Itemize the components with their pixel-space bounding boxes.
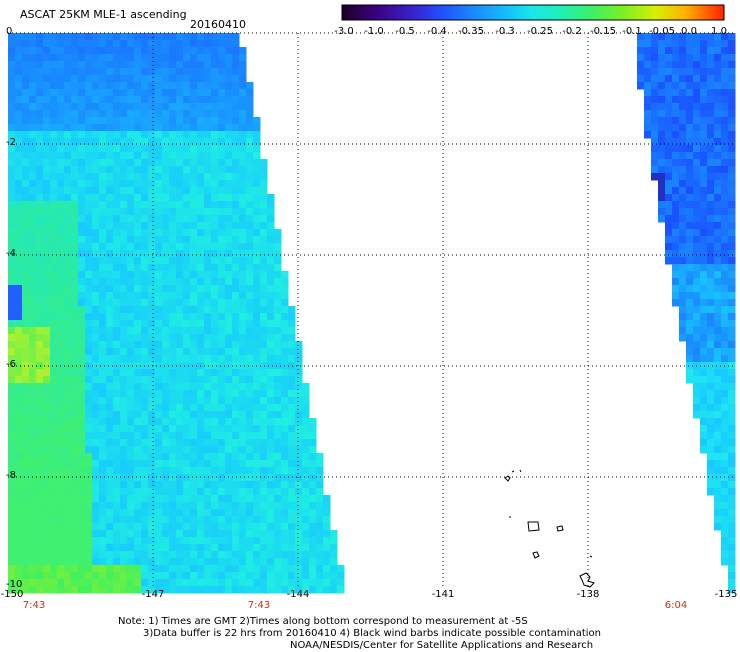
colorbar-tick: -0.4 [427,26,447,37]
colorbar-tick: -0.1 [622,26,642,37]
note-line-1: Note: 1) Times are GMT 2)Times along bot… [118,616,528,627]
colorbar-gradient [341,4,725,21]
colorbar-tick: -1.0 [364,26,384,37]
time-label: 7:43 [22,600,46,611]
x-axis-label: -144 [286,589,310,600]
y-axis-label: -2 [6,137,16,148]
colorbar-tick: -0.2 [562,26,582,37]
map-date: 20160410 [190,18,246,31]
islands [504,469,595,588]
y-axis-label: -8 [6,470,16,481]
colorbar-tick: -0.3 [495,26,515,37]
note-line-3: NOAA/NESDIS/Center for Satellite Applica… [290,640,594,651]
x-axis-label: -150 [0,589,24,600]
time-label: 6:04 [664,600,688,611]
map-title: ASCAT 25KM MLE-1 ascending [20,8,187,21]
colorbar-tick: 0.0 [681,26,697,37]
time-label: 7:43 [247,600,271,611]
colorbar-tick: -0.15 [590,26,616,37]
colorbar-tick: -0.25 [527,26,553,37]
note-line-2: 3)Data buffer is 22 hrs from 20160410 4)… [143,628,601,639]
x-axis-label: -147 [141,589,165,600]
east-swath [637,33,736,594]
y-axis-label: -10 [6,579,23,590]
x-axis-label: -141 [431,589,455,600]
colorbar-tick: -0.05 [649,26,675,37]
colorbar-tick: -0.35 [458,26,484,37]
y-axis-label: -6 [6,359,16,370]
colorbar-tick: 1.0 [711,26,727,37]
colorbar [341,4,725,21]
colorbar-tick: -3.0 [334,26,354,37]
x-axis-label: -138 [576,589,600,600]
y-axis-label: 0 [6,26,13,37]
colorbar-tick: -0.5 [395,26,415,37]
y-axis-label: -4 [6,248,16,259]
grid-lines [8,32,734,589]
x-axis-label: -135 [714,589,738,600]
west-swath [8,33,345,594]
